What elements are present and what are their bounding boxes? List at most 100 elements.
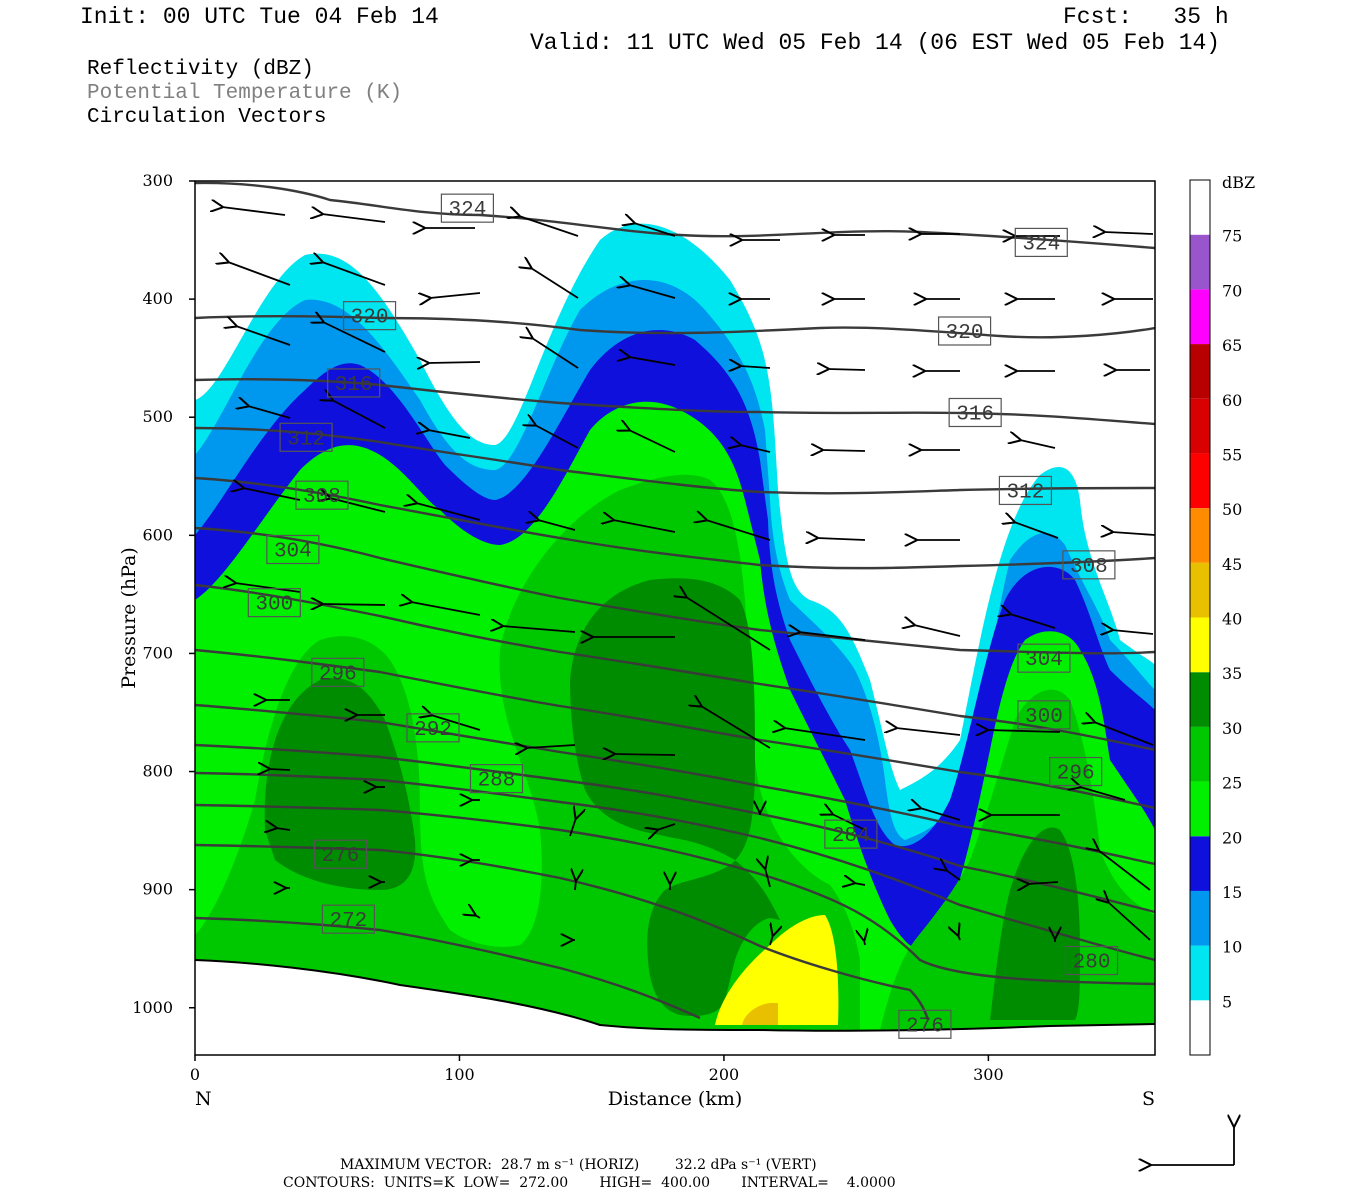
circulation-vector <box>575 880 576 891</box>
svg-text:284: 284 <box>832 825 870 848</box>
circulation-vector <box>740 445 771 453</box>
svg-text:288: 288 <box>478 770 516 793</box>
circulation-vector <box>526 745 576 748</box>
circulation-vector <box>914 625 961 637</box>
circulation-vector <box>629 430 676 453</box>
colorbar-label: 20 <box>1222 828 1242 847</box>
circulation-vector <box>332 400 386 429</box>
theta-contours <box>195 181 1155 1021</box>
circulation-vector <box>538 520 576 531</box>
svg-text:300: 300 <box>255 594 293 617</box>
circulation-vector <box>765 868 771 888</box>
colorbar-label: 25 <box>1222 774 1242 793</box>
colorbar-swatch <box>1190 234 1210 290</box>
svg-text:296: 296 <box>1057 763 1095 786</box>
colorbar-swatch <box>1190 289 1210 345</box>
init-time: Init: 00 UTC Tue 04 Feb 14 <box>80 4 439 30</box>
circulation-vector <box>431 715 481 731</box>
svg-text:300: 300 <box>1025 706 1063 729</box>
theta-label: 320 <box>342 301 397 331</box>
theta-contour <box>195 181 1155 250</box>
y-tick-label: 800 <box>142 762 173 781</box>
theta-label: 300 <box>247 588 301 618</box>
circulation-vector <box>958 935 961 941</box>
colorbar-swatch <box>1190 398 1210 454</box>
colorbar-frame <box>1189 179 1211 1056</box>
theta-label: 296 <box>1049 756 1103 787</box>
circulation-vector <box>430 293 481 298</box>
svg-text:276: 276 <box>906 1015 944 1038</box>
theta-label: 276 <box>898 1009 952 1039</box>
theta-label: 300 <box>1017 700 1071 730</box>
circulation-vector <box>784 728 866 741</box>
circulation-vector <box>222 207 286 216</box>
contour-info-note: CONTOURS: UNITS=K LOW= 272.00 HIGH= 400.… <box>283 1175 896 1191</box>
circulation-vector <box>629 357 676 366</box>
svg-text:272: 272 <box>329 910 367 933</box>
theta-label: 280 <box>1064 945 1119 976</box>
y-tick-label: 300 <box>142 171 173 190</box>
circulation-vector <box>706 520 771 541</box>
circulation-vector <box>330 498 386 513</box>
circulation-vector <box>987 730 1061 732</box>
circulation-vector <box>822 450 866 451</box>
circulation-vector <box>1094 722 1154 746</box>
theta-contour <box>195 803 1155 986</box>
svg-text:304: 304 <box>1025 649 1063 672</box>
theta-label: 272 <box>321 904 375 934</box>
circulation-vector <box>629 285 676 299</box>
svg-text:308: 308 <box>303 486 341 509</box>
circulation-vector <box>276 828 291 830</box>
circulation-vector <box>243 488 301 501</box>
colorbar: 5 10 15 20 25 30 35 40 45 50 55 60 65 70 75 dBZ <box>1189 173 1255 1056</box>
svg-text:316: 316 <box>335 374 373 397</box>
svg-text:292: 292 <box>414 719 452 742</box>
circulation-vector <box>1112 532 1155 535</box>
dbz-40-region <box>742 1003 778 1025</box>
circulation-vector <box>701 706 771 749</box>
circulation-vector <box>634 223 676 237</box>
circulation-vector <box>569 818 576 837</box>
svg-text:312: 312 <box>1007 481 1045 504</box>
colorbar-label: 30 <box>1222 719 1242 738</box>
colorbar-swatch <box>1190 781 1210 837</box>
dbz-30-region <box>264 578 1080 1020</box>
circulation-vector <box>1098 850 1151 891</box>
circulation-vector <box>1104 232 1154 234</box>
colorbar-swatch <box>1190 344 1210 399</box>
terrain <box>195 960 1155 1055</box>
svg-text:316: 316 <box>956 403 994 426</box>
circulation-vector <box>896 728 961 736</box>
x-axis-south-label: S <box>1142 1088 1155 1110</box>
circulation-vector <box>531 268 579 299</box>
y-tick-label: 700 <box>142 643 173 662</box>
max-vector-note: MAXIMUM VECTOR: 28.7 m s⁻¹ (HORIZ) 32.2 … <box>340 1157 817 1173</box>
circulation-vector <box>1028 882 1059 884</box>
circulation-vector <box>535 425 579 449</box>
colorbar-label: 15 <box>1222 883 1242 902</box>
colorbar-label: 35 <box>1222 664 1242 683</box>
theta-contour <box>195 314 1155 339</box>
colorbar-label: 65 <box>1222 336 1242 355</box>
svg-text:312: 312 <box>287 428 325 451</box>
x-tick-label: 100 <box>444 1065 475 1084</box>
plot-frame <box>194 180 1156 1056</box>
colorbar-swatch <box>1190 726 1210 782</box>
x-axis-title: Distance (km) <box>608 1088 743 1110</box>
svg-text:324: 324 <box>448 199 486 222</box>
y-axis-title: Pressure (hPa) <box>118 547 140 689</box>
x-tick-label: 300 <box>973 1065 1004 1084</box>
circulation-vector <box>1112 630 1154 634</box>
theta-contour <box>195 703 1155 866</box>
svg-text:276: 276 <box>322 845 360 868</box>
colorbar-swatch <box>1190 672 1210 727</box>
y-tick-label: 600 <box>142 525 173 544</box>
theta-label: 308 <box>1062 550 1116 580</box>
svg-text:296: 296 <box>319 663 357 686</box>
circulation-vector <box>686 597 771 651</box>
circulation-vector <box>236 326 291 346</box>
y-tick-label: 900 <box>142 880 173 899</box>
x-axis: 0 100 200 300 <box>190 1055 1004 1084</box>
theta-label: 320 <box>937 316 992 346</box>
circulation-vector <box>1014 522 1059 539</box>
